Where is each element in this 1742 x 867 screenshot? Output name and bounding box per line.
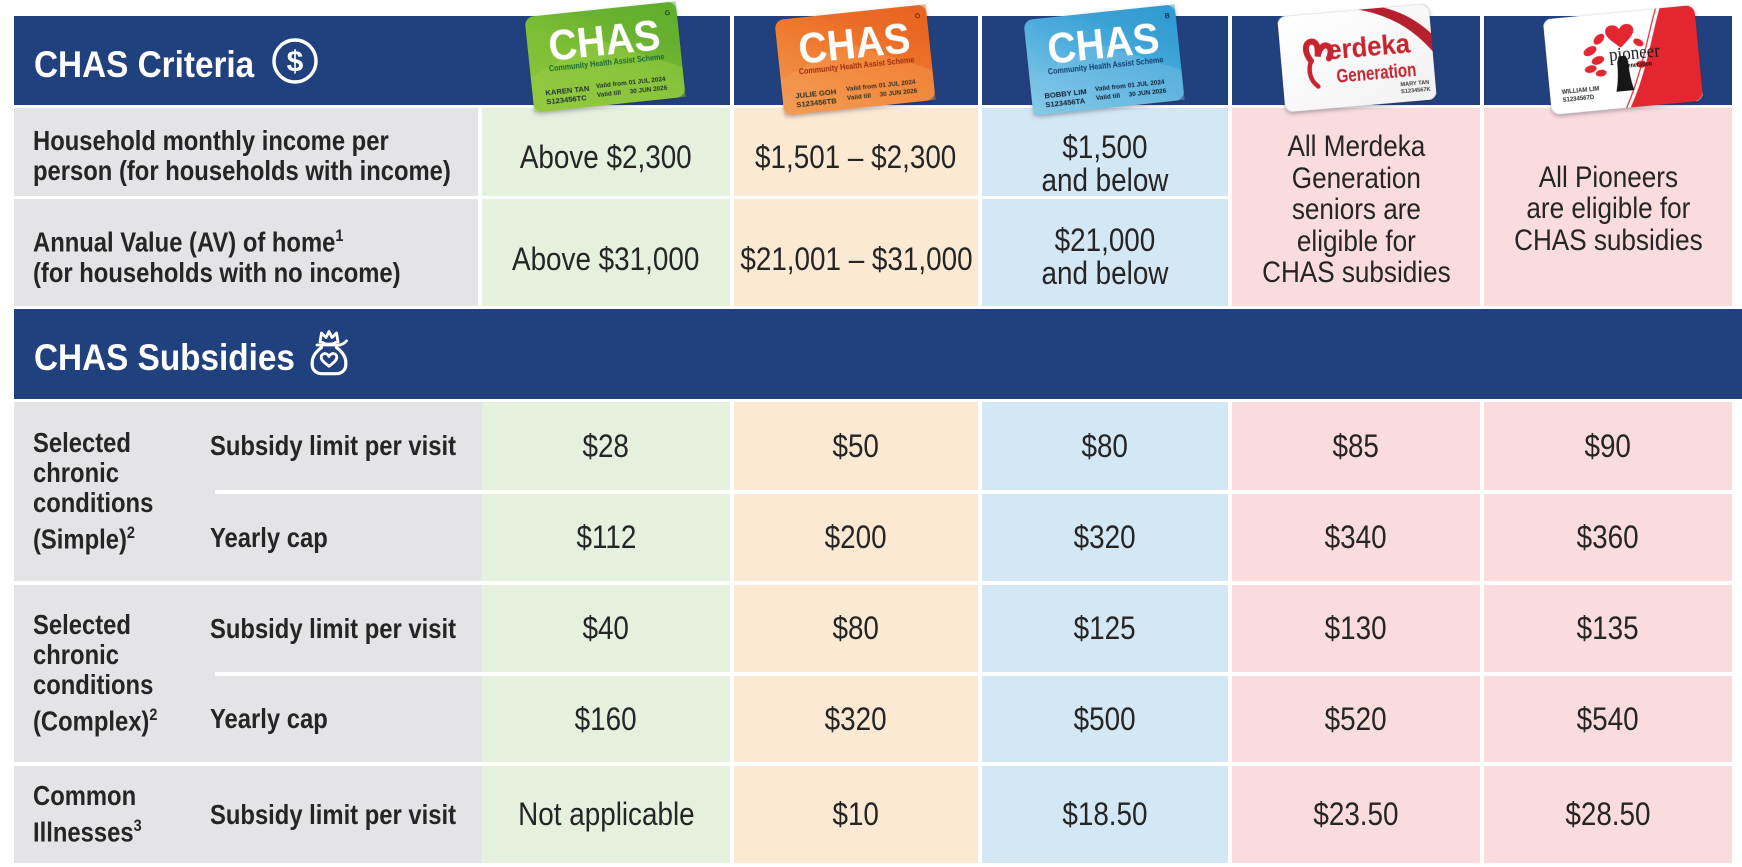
svg-text:CHAS: CHAS <box>796 14 912 73</box>
svg-text:erdeka: erdeka <box>1326 27 1412 65</box>
svg-text:O: O <box>914 13 921 21</box>
svg-text:CHAS: CHAS <box>1045 14 1161 73</box>
svg-text:B: B <box>1164 13 1170 20</box>
svg-text:WILLIAM LIM: WILLIAM LIM <box>1562 86 1600 96</box>
svg-text:30 JUN 2026: 30 JUN 2026 <box>879 88 918 99</box>
svg-text:pioneer: pioneer <box>1608 40 1661 66</box>
svg-text:$: $ <box>287 46 304 79</box>
svg-text:S123456TB: S123456TB <box>796 96 838 109</box>
svg-text:Valid till: Valid till <box>597 90 622 100</box>
svg-text:Valid from: Valid from <box>846 83 878 93</box>
svg-text:01 JUL 2024: 01 JUL 2024 <box>878 79 916 90</box>
svg-text:30 JUN 2026: 30 JUN 2026 <box>629 85 668 96</box>
svg-text:S123456TA: S123456TA <box>1045 96 1086 109</box>
svg-text:JULIE GOH: JULIE GOH <box>795 87 837 100</box>
svg-text:01 JUL 2024: 01 JUL 2024 <box>1127 79 1165 90</box>
svg-text:Valid from: Valid from <box>1095 83 1127 93</box>
svg-text:S1234567D: S1234567D <box>1562 95 1595 104</box>
svg-text:Valid from: Valid from <box>596 80 628 90</box>
svg-text:S1234567K: S1234567K <box>1401 87 1431 96</box>
svg-text:30 JUN 2026: 30 JUN 2026 <box>1128 88 1167 99</box>
svg-text:S123456TC: S123456TC <box>546 93 588 106</box>
svg-text:Valid till: Valid till <box>847 93 872 103</box>
svg-text:01 JUL 2024: 01 JUL 2024 <box>628 76 666 87</box>
svg-text:Valid till: Valid till <box>1096 93 1121 103</box>
svg-text:MARY TAN: MARY TAN <box>1400 80 1429 88</box>
svg-text:BOBBY LIM: BOBBY LIM <box>1044 87 1087 100</box>
svg-text:generation: generation <box>1625 58 1653 70</box>
svg-text:CHAS: CHAS <box>546 11 662 70</box>
svg-text:G: G <box>664 10 671 18</box>
